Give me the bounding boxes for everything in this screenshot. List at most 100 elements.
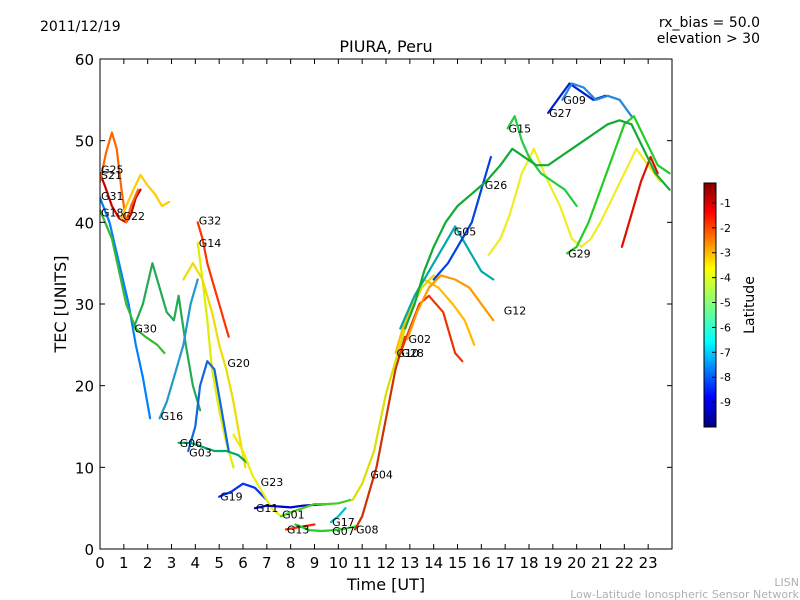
colorbar-label: Latitude xyxy=(742,276,758,334)
series-line-g23 xyxy=(232,433,283,518)
x-tick-label: 5 xyxy=(214,554,224,572)
x-tick-label: 15 xyxy=(448,554,467,572)
y-tick-label: 40 xyxy=(75,214,94,232)
y-tick-label: 30 xyxy=(75,296,94,314)
elevation-label: elevation > 30 xyxy=(657,31,760,47)
series-line-g26 xyxy=(432,155,492,281)
series-label-g07: G07 xyxy=(332,525,355,538)
series-label-g15: G15 xyxy=(509,122,532,135)
colorbar-tick-label: -2 xyxy=(720,222,731,235)
credit-short: LISN xyxy=(774,576,799,589)
series-line-g09 xyxy=(561,82,633,118)
series-label-g31: G31 xyxy=(101,190,124,203)
y-tick-label: 10 xyxy=(75,459,94,477)
credit-long: Low-Latitude Ionospheric Sensor Network xyxy=(570,588,799,600)
series-line-g14 xyxy=(196,241,235,469)
x-tick-label: 8 xyxy=(286,554,296,572)
x-tick-label: 12 xyxy=(376,554,395,572)
series-label-g22: G22 xyxy=(122,210,145,223)
series-label-g29: G29 xyxy=(568,247,591,260)
x-tick-label: 9 xyxy=(310,554,320,572)
series-line-g32 xyxy=(196,221,230,338)
series-label-g13: G13 xyxy=(287,523,310,536)
series-line-g16 xyxy=(158,278,199,420)
x-tick-label: 4 xyxy=(191,554,201,572)
series-line-g12 xyxy=(487,147,662,257)
series-line-g10 xyxy=(394,278,476,355)
colorbar-tick-label: -5 xyxy=(720,297,731,310)
series-label-g01: G01 xyxy=(282,509,305,522)
series-line-g19 xyxy=(218,482,268,502)
series-line-g05 xyxy=(399,225,495,330)
series-line-g18 xyxy=(100,209,166,355)
colorbar xyxy=(703,182,717,428)
series-label-g25: G25 xyxy=(101,163,124,176)
colorbar-tick-label: -4 xyxy=(720,272,731,285)
y-tick-label: 60 xyxy=(75,51,94,69)
series-label-g09: G09 xyxy=(563,94,586,107)
x-tick-label: 20 xyxy=(567,554,586,572)
series-line-g31 xyxy=(100,196,152,420)
series-label-g04: G04 xyxy=(370,469,393,482)
series-label-g17: G17 xyxy=(332,516,355,529)
colorbar-tick-label: -1 xyxy=(720,197,731,210)
series-line-unlabeled-31 xyxy=(620,155,659,248)
series-label-g28: G28 xyxy=(401,347,424,360)
series-label-g11: G11 xyxy=(256,502,279,515)
x-tick-label: 14 xyxy=(424,554,443,572)
x-tick-label: 6 xyxy=(238,554,248,572)
series-line-g29 xyxy=(566,115,671,255)
series-line-g17 xyxy=(330,507,347,524)
axis-ticks: 0 1 2 3 4 5 6 7 8 9 10 11 12 13 14 15 16 17 18 19 20 21 22 2301… xyxy=(75,51,672,572)
series-label-g10: G10 xyxy=(397,347,420,360)
series-label-g23: G23 xyxy=(261,476,284,489)
x-tick-label: 19 xyxy=(543,554,562,572)
colorbar-tick-label: -9 xyxy=(720,396,731,409)
x-tick-label: 10 xyxy=(329,554,348,572)
series-line-g08 xyxy=(353,335,407,531)
x-tick-label: 7 xyxy=(262,554,272,572)
x-tick-label: 21 xyxy=(591,554,610,572)
x-tick-label: 13 xyxy=(400,554,419,572)
series-label-g32: G32 xyxy=(199,215,222,228)
colorbar-tick-label: -6 xyxy=(720,321,731,334)
series-line-g22 xyxy=(120,173,171,220)
y-tick-label: 20 xyxy=(75,378,94,396)
x-tick-label: 22 xyxy=(615,554,634,572)
series-label-g03: G03 xyxy=(189,447,212,460)
x-tick-label: 11 xyxy=(353,554,372,572)
series-label-g18: G18 xyxy=(101,207,124,220)
series-label-g16: G16 xyxy=(161,410,184,423)
series-line-g28 xyxy=(399,294,464,363)
series-line-g03 xyxy=(187,360,230,453)
rx-bias-label: rx_bias = 50.0 xyxy=(659,15,760,31)
x-tick-label: 3 xyxy=(167,554,177,572)
series-label-g19: G19 xyxy=(220,491,243,504)
y-axis-label: TEC [UNITS] xyxy=(51,256,70,354)
series-label-g26: G26 xyxy=(485,179,508,192)
colorbar-ticks: -1 -2 -3 -4 -5 -6 -7 -8 -9 xyxy=(712,197,731,409)
series-line-g01 xyxy=(280,498,352,518)
series-line-g07 xyxy=(294,523,359,533)
series-line-s21 xyxy=(100,131,140,224)
series-label-g06: G06 xyxy=(180,437,203,450)
x-tick-label: 1 xyxy=(119,554,129,572)
colorbar-tick-label: -7 xyxy=(720,346,731,359)
series-label-g27: G27 xyxy=(549,107,572,120)
series-label-g08: G08 xyxy=(356,523,379,536)
x-axis-label: Time [UT] xyxy=(346,575,425,594)
x-tick-label: 0 xyxy=(95,554,105,572)
series-line-g30 xyxy=(132,262,202,412)
y-tick-label: 0 xyxy=(84,541,94,559)
series-label-g02: G02 xyxy=(408,333,431,346)
chart-title: PIURA, Peru xyxy=(339,37,432,56)
series-layer xyxy=(100,82,671,533)
colorbar-tick-label: -8 xyxy=(720,371,731,384)
x-tick-label: 18 xyxy=(519,554,538,572)
series-label-g30: G30 xyxy=(134,323,157,336)
x-tick-label: 23 xyxy=(639,554,658,572)
series-line-g04 xyxy=(351,274,435,502)
series-label-g20: G20 xyxy=(227,357,250,370)
colorbar-tick-label: -3 xyxy=(720,247,731,260)
